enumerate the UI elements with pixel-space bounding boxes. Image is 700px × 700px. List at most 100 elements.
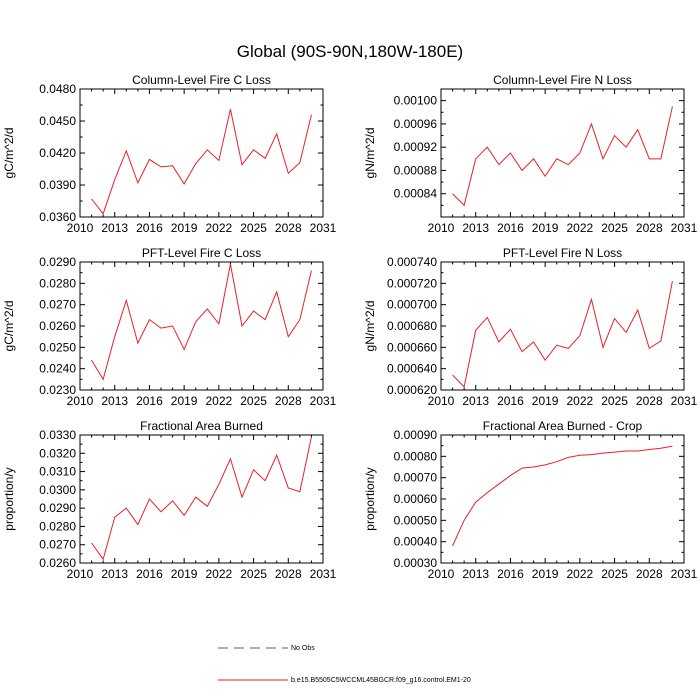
x-tick-label: 2028: [636, 221, 663, 235]
series-line: [452, 106, 673, 207]
x-tick-label: 2028: [636, 567, 663, 581]
y-axis-label: proportion/y: [2, 467, 16, 530]
x-tick-label: 2022: [567, 567, 594, 581]
x-tick-label: 2022: [206, 394, 233, 408]
y-tick-label: 0.000700: [387, 298, 437, 312]
y-tick-label: 0.00060: [394, 492, 438, 506]
chart-panels: Column-Level Fire C Loss gC/m^2/d 2010 2013…: [2, 73, 698, 581]
x-tick-label: 2031: [310, 221, 337, 235]
x-tick-label: 2028: [636, 394, 663, 408]
plot-frame: [79, 261, 324, 391]
x-tick-label: 2010: [428, 221, 455, 235]
x-tick-label: 2025: [240, 567, 267, 581]
x-tick-label: 2025: [240, 221, 267, 235]
y-tick-label: 0.0260: [39, 556, 76, 570]
chart-panel-6: Fractional Area Burned - Crop proportion/…: [363, 419, 698, 581]
y-tick-label: 0.0280: [39, 276, 76, 290]
plot-frame: [79, 434, 324, 564]
legend-label-no-obs: No Obs: [291, 645, 315, 652]
legend: No Obs b.e15.B5505C5WCCML45BGCR.f09_g16.…: [218, 645, 471, 684]
legend-label-control: b.e15.B5505C5WCCML45BGCR.f09_g16.control…: [291, 677, 471, 684]
plot-frame: [79, 88, 324, 218]
y-tick-label: 0.0230: [39, 383, 76, 397]
y-tick-label: 0.0270: [39, 298, 76, 312]
y-tick-label: 0.0360: [39, 210, 76, 224]
main-title: Global (90S-90N,180W-180E): [237, 42, 463, 61]
plot-frame: [440, 434, 685, 564]
y-tick-label: 0.0310: [39, 465, 76, 479]
y-tick-label: 0.000640: [387, 362, 437, 376]
x-tick-label: 2022: [206, 567, 233, 581]
x-tick-label: 2028: [275, 221, 302, 235]
y-tick-label: 0.000720: [387, 276, 437, 290]
x-tick-label: 2013: [101, 567, 128, 581]
x-tick-label: 2016: [136, 567, 163, 581]
x-tick-label: 2025: [601, 221, 628, 235]
y-tick-label: 0.0250: [39, 340, 76, 354]
x-tick-label: 2010: [428, 394, 455, 408]
y-tick-label: 0.0330: [39, 428, 76, 442]
y-tick-label: 0.000660: [387, 340, 437, 354]
x-tick-label: 2025: [601, 567, 628, 581]
chart-panel-2: Column-Level Fire N Loss gN/m^2/d 2010 2013…: [363, 73, 698, 235]
y-tick-label: 0.000680: [387, 319, 437, 333]
x-tick-label: 2016: [136, 221, 163, 235]
y-tick-label: 0.00040: [394, 535, 438, 549]
x-tick-label: 2028: [275, 567, 302, 581]
x-tick-label: 2016: [136, 394, 163, 408]
x-tick-label: 2013: [101, 394, 128, 408]
y-tick-label: 0.0390: [39, 178, 76, 192]
x-tick-label: 2022: [567, 221, 594, 235]
x-tick-label: 2019: [171, 567, 198, 581]
y-tick-label: 0.0280: [39, 519, 76, 533]
y-tick-label: 0.0260: [39, 319, 76, 333]
y-tick-label: 0.00100: [394, 94, 438, 108]
y-tick-label: 0.00092: [394, 140, 438, 154]
x-tick-label: 2010: [67, 567, 94, 581]
x-tick-label: 2031: [671, 567, 698, 581]
y-tick-label: 0.0290: [39, 255, 76, 269]
x-tick-label: 2028: [275, 394, 302, 408]
chart-panel-1: Column-Level Fire C Loss gC/m^2/d 2010 2013…: [2, 73, 337, 235]
y-axis-label: gN/m^2/d: [363, 128, 377, 179]
y-tick-label: 0.000740: [387, 255, 437, 269]
y-tick-label: 0.00070: [394, 471, 438, 485]
y-axis-label: gC/m^2/d: [2, 128, 16, 179]
x-tick-label: 2010: [67, 221, 94, 235]
x-tick-label: 2031: [310, 394, 337, 408]
y-tick-label: 0.00084: [394, 187, 438, 201]
chart-panel-3: PFT-Level Fire C Loss gC/m^2/d 2010 2013 201…: [2, 246, 337, 408]
y-tick-label: 0.000620: [387, 383, 437, 397]
x-tick-label: 2013: [462, 394, 489, 408]
x-tick-label: 2013: [462, 221, 489, 235]
chart-panel-4: PFT-Level Fire N Loss gN/m^2/d 2010 2013 201…: [363, 246, 698, 408]
x-tick-label: 2022: [206, 221, 233, 235]
x-tick-label: 2031: [671, 221, 698, 235]
y-tick-label: 0.00030: [394, 556, 438, 570]
panel-title: Column-Level Fire C Loss: [132, 73, 271, 87]
series-line: [452, 281, 673, 388]
y-axis-label: gC/m^2/d: [2, 301, 16, 352]
panel-title: PFT-Level Fire N Loss: [503, 246, 622, 260]
y-tick-label: 0.00096: [394, 117, 438, 131]
chart-panel-5: Fractional Area Burned proportion/y 2010 20…: [2, 419, 337, 581]
x-tick-label: 2031: [671, 394, 698, 408]
series-line: [452, 445, 673, 547]
x-tick-label: 2019: [532, 394, 559, 408]
plot-frame: [440, 88, 685, 218]
panel-title: PFT-Level Fire C Loss: [142, 246, 261, 260]
series-line: [91, 264, 312, 381]
x-tick-label: 2031: [310, 567, 337, 581]
y-tick-label: 0.00088: [394, 163, 438, 177]
series-line: [91, 436, 312, 561]
y-axis-label: proportion/y: [363, 467, 377, 530]
x-tick-label: 2010: [428, 567, 455, 581]
y-tick-label: 0.0320: [39, 446, 76, 460]
x-tick-label: 2025: [240, 394, 267, 408]
panel-title: Fractional Area Burned - Crop: [483, 419, 643, 433]
panel-title: Fractional Area Burned: [140, 419, 263, 433]
x-tick-label: 2019: [171, 394, 198, 408]
x-tick-label: 2013: [462, 567, 489, 581]
x-tick-label: 2016: [497, 394, 524, 408]
plot-frame: [440, 261, 685, 391]
